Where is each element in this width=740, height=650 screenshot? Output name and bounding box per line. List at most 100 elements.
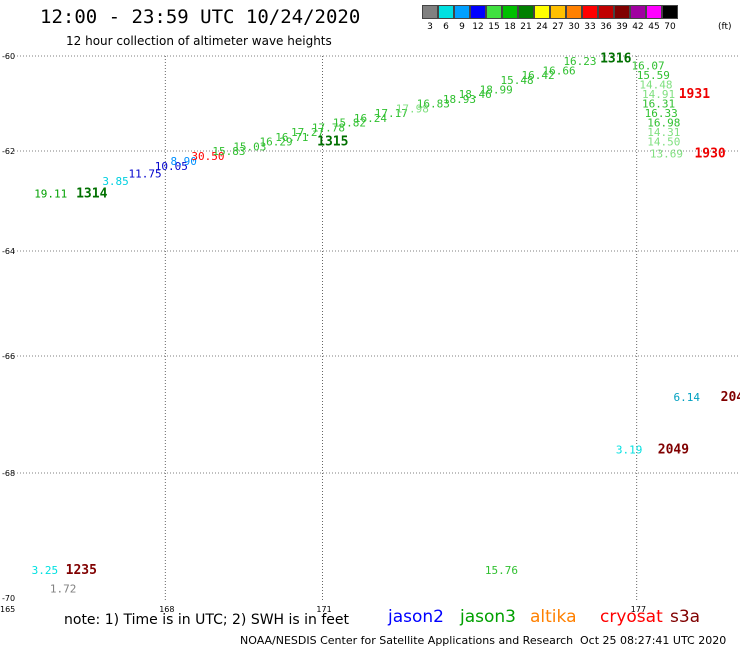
color-scale-label: 21 xyxy=(520,22,532,32)
wave-height-label: 14.48 xyxy=(639,79,672,92)
wave-height-label: 1.72 xyxy=(50,583,77,596)
observation-labels: 19.11 13143.8511.7510.058.9030.5015.8315.… xyxy=(32,51,740,595)
page-title: 12:00 - 23:59 UTC 10/24/2020 xyxy=(40,6,361,28)
color-scale-label: 18 xyxy=(504,22,516,32)
color-swatch xyxy=(630,5,646,19)
pass-time-label: 2048 xyxy=(721,390,740,405)
color-swatch xyxy=(502,5,518,19)
credit-line: NOAA/NESDIS Center for Satellite Applica… xyxy=(240,634,574,647)
wave-height-label: 16.33 xyxy=(645,107,678,120)
lat-tick-label: -70 xyxy=(2,594,15,603)
lon-tick-label: 171 xyxy=(316,605,331,614)
pass-time-label: 1931 xyxy=(679,87,710,102)
legend-jason2: jason2 xyxy=(388,607,444,627)
pass-time-label: 1315 xyxy=(317,135,348,150)
lat-tick-label: -62 xyxy=(2,147,15,156)
pass-time-label: 2049 xyxy=(658,443,689,458)
lon-tick-label: 165 xyxy=(0,605,15,614)
wave-height-label: 15.76 xyxy=(485,564,518,577)
color-scale-label: 15 xyxy=(488,22,500,32)
pass-time-label: 1314 xyxy=(76,187,107,202)
legend-s3a: s3a xyxy=(670,607,701,627)
wave-height-label: 17.17 xyxy=(375,107,408,120)
wave-height-label: 8.90 xyxy=(170,155,197,168)
wave-height-label: 15.82 xyxy=(333,117,366,130)
generated-timestamp: Oct 25 08:27:41 UTC 2020 xyxy=(580,634,727,647)
wave-height-label: 16.83 xyxy=(417,98,450,111)
wave-height-label: 17.27 xyxy=(291,126,324,139)
wave-height-label: 16.29 xyxy=(260,136,293,149)
color-swatch xyxy=(534,5,550,19)
color-swatch xyxy=(662,5,678,19)
wave-height-label: 19.11 xyxy=(34,188,67,201)
color-scale-label: 45 xyxy=(648,22,660,32)
wave-height-label: 18.46 xyxy=(459,88,492,101)
pass-time-label: 1316 xyxy=(600,51,631,66)
lat-tick-label: -68 xyxy=(2,469,15,478)
wave-height-label: 30.50 xyxy=(191,150,224,163)
wave-height-label: 17.78 xyxy=(312,121,345,134)
wave-height-label: 13.69 xyxy=(650,148,683,161)
wave-height-label: 17.98 xyxy=(396,102,429,115)
color-swatch xyxy=(438,5,454,19)
wave-height-label: 3.85 xyxy=(102,175,129,188)
wave-height-label: 16.07 xyxy=(632,60,665,73)
color-scale-label: 3 xyxy=(427,22,433,32)
wave-height-label: 3.19 xyxy=(616,444,643,457)
color-scale-label: 30 xyxy=(568,22,580,32)
legend-cryosat: cryosat xyxy=(600,607,663,627)
color-swatch xyxy=(454,5,470,19)
color-swatch xyxy=(582,5,598,19)
wave-height-label: 16.31 xyxy=(642,98,675,111)
footer-note: note: 1) Time is in UTC; 2) SWH is in fe… xyxy=(64,612,350,628)
page-subtitle: 12 hour collection of altimeter wave hei… xyxy=(66,34,332,48)
color-swatch xyxy=(566,5,582,19)
pass-time-label: 1235 xyxy=(66,563,97,578)
wave-height-label: 14.50 xyxy=(647,136,680,149)
wave-height-label: 16.98 xyxy=(647,117,680,130)
color-scale-label: 36 xyxy=(600,22,612,32)
wave-height-label: 3.25 xyxy=(32,564,59,577)
pass-time-label: 1930 xyxy=(694,147,725,162)
color-scale-label: 9 xyxy=(459,22,465,32)
wave-height-label: 11.75 xyxy=(129,168,162,181)
color-scale-unit: (ft) xyxy=(718,22,732,32)
legend-altika: altika xyxy=(530,607,577,627)
lat-tick-label: -66 xyxy=(2,352,15,361)
color-scale-label: 27 xyxy=(552,22,564,32)
wave-height-label: 18.99 xyxy=(480,83,513,96)
color-scale xyxy=(422,5,678,19)
lat-tick-label: -64 xyxy=(2,247,15,256)
wave-height-label: 10.05 xyxy=(155,160,188,173)
color-scale-label: 24 xyxy=(536,22,548,32)
map-grid xyxy=(14,55,738,600)
color-scale-label: 42 xyxy=(632,22,644,32)
wave-height-label: 15.03 xyxy=(233,140,266,153)
color-swatch xyxy=(646,5,662,19)
lon-tick-label: 168 xyxy=(159,605,174,614)
color-swatch xyxy=(598,5,614,19)
wave-height-label: 14.91 xyxy=(642,88,675,101)
wave-height-label: 16.24 xyxy=(354,112,387,125)
wave-height-label: 15.83 xyxy=(212,145,245,158)
wave-height-label: 15.59 xyxy=(637,69,670,82)
color-swatch xyxy=(470,5,486,19)
legend-jason3: jason3 xyxy=(460,607,516,627)
lon-tick-label: 177 xyxy=(631,605,646,614)
color-scale-label: 70 xyxy=(664,22,676,32)
color-swatch xyxy=(518,5,534,19)
color-scale-label: 12 xyxy=(472,22,484,32)
color-swatch xyxy=(550,5,566,19)
color-swatch xyxy=(486,5,502,19)
wave-height-label: 15.48 xyxy=(501,74,534,87)
color-scale-label: 39 xyxy=(616,22,628,32)
wave-height-label: 16.42 xyxy=(522,69,555,82)
color-swatch xyxy=(422,5,438,19)
color-scale-label: 6 xyxy=(443,22,449,32)
color-scale-label: 33 xyxy=(584,22,596,32)
wave-height-label: 14.31 xyxy=(647,126,680,139)
color-swatch xyxy=(614,5,630,19)
wave-height-label: 18.93 xyxy=(443,93,476,106)
